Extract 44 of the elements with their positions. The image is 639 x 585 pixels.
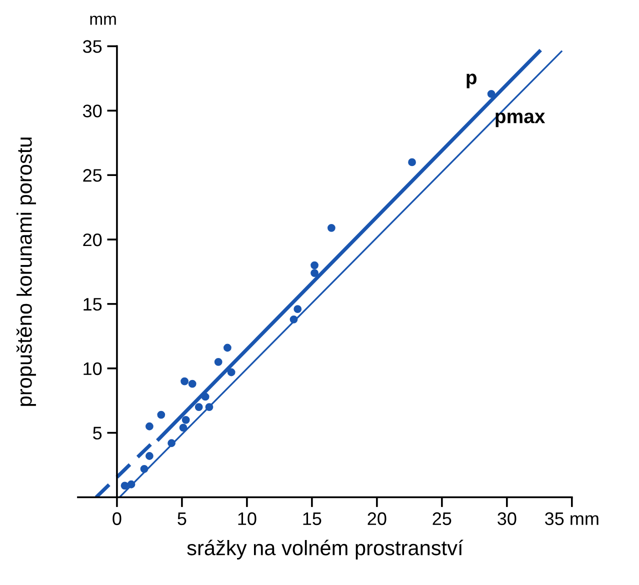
y-tick-label: 25 xyxy=(83,169,102,182)
series-label: pmax xyxy=(496,112,546,128)
x-tick-label: 5 xyxy=(178,512,186,526)
x-tick-label: 10 xyxy=(238,512,256,526)
point xyxy=(140,464,148,473)
x-tick-label: 0 xyxy=(112,512,122,526)
point xyxy=(294,305,302,314)
x-tick-label: 30 xyxy=(498,512,516,526)
point xyxy=(146,452,154,460)
y-tick-label: 15 xyxy=(84,298,102,311)
text: mm xyxy=(90,16,116,25)
y-tick-label: 30 xyxy=(82,104,102,118)
point xyxy=(127,480,136,488)
point xyxy=(182,416,190,424)
y-tick-label: 20 xyxy=(83,233,102,246)
x-tick-label: 25 xyxy=(432,512,452,526)
point xyxy=(146,422,154,430)
point xyxy=(179,424,188,432)
series-label: p xyxy=(466,74,476,88)
point xyxy=(290,315,298,324)
point xyxy=(205,403,214,411)
point xyxy=(168,439,176,448)
x-axis-title: srážky na volném prostranství xyxy=(187,540,464,560)
point xyxy=(201,392,210,401)
point xyxy=(408,158,416,166)
point xyxy=(487,90,496,98)
point xyxy=(214,358,222,366)
point xyxy=(227,368,236,376)
point xyxy=(120,482,129,490)
point xyxy=(310,261,318,270)
point xyxy=(194,403,203,411)
point xyxy=(310,269,318,277)
point xyxy=(188,380,196,388)
y-axis-title: propuštěno korunami porostu xyxy=(16,138,36,406)
y-tick-label: 35 xyxy=(82,40,102,53)
point xyxy=(223,344,232,352)
point xyxy=(157,410,166,419)
x-tick-label: 35 mm xyxy=(545,512,598,526)
y-tick-label: 5 xyxy=(93,426,102,440)
point xyxy=(180,377,188,386)
point xyxy=(327,224,336,232)
y-tick-label: 10 xyxy=(84,362,102,376)
x-tick-label: 20 xyxy=(368,512,386,526)
x-tick-label: 15 xyxy=(303,512,322,526)
